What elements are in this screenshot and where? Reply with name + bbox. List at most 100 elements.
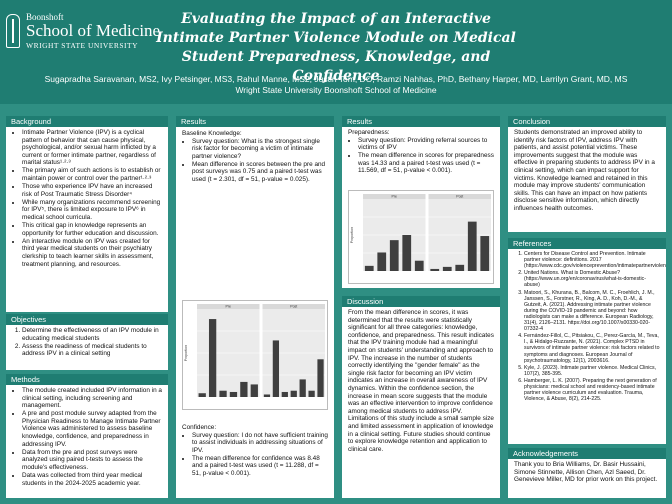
results-heading: Results bbox=[176, 116, 334, 127]
conclusion-text: Students demonstrated an improved abilit… bbox=[514, 129, 655, 212]
references-heading: References bbox=[508, 238, 666, 249]
list-item: Survey question: I do not have sufficien… bbox=[192, 432, 328, 455]
bar bbox=[364, 265, 374, 271]
facet-strip bbox=[262, 304, 325, 309]
bar bbox=[208, 319, 217, 397]
results-panel-1: Results Baseline Knowledge: Survey quest… bbox=[176, 116, 334, 498]
facet-strip bbox=[428, 194, 491, 199]
poster-title: Evaluating the Impact of an Interactive … bbox=[156, 11, 516, 84]
knowledge-title: Baseline Knowledge: bbox=[182, 130, 242, 137]
background-panel: Background Intimate Partner Violence (IP… bbox=[6, 116, 168, 312]
facet-strip bbox=[363, 194, 426, 199]
bar bbox=[219, 390, 227, 397]
list-item: Data from the pre and post surveys were … bbox=[22, 449, 162, 472]
bar bbox=[281, 391, 288, 397]
background-heading: Background bbox=[6, 116, 168, 127]
reference-item: United Nations. What is Domestic Abuse? … bbox=[524, 270, 660, 288]
bar bbox=[377, 252, 387, 271]
bar bbox=[389, 240, 399, 271]
list-item: The primary aim of such actions is to es… bbox=[22, 167, 162, 182]
affiliation: Wright State University Boonshoft School… bbox=[235, 85, 437, 95]
bar bbox=[308, 390, 315, 397]
preparedness-title: Preparedness: bbox=[348, 129, 390, 136]
list-item: Intimate Partner Violence (IPV) is a cyc… bbox=[22, 129, 162, 167]
reference-item: Centers for Disease Control and Preventi… bbox=[524, 251, 666, 269]
objectives-heading: Objectives bbox=[6, 314, 168, 325]
list-item: Survey question: What is the strongest s… bbox=[192, 138, 328, 161]
conclusion-heading: Conclusion bbox=[508, 116, 666, 127]
author-block: Sugapradha Saravanan, MS2, Ivy Petsinger… bbox=[0, 74, 672, 96]
list-item: Mean difference in scores between the pr… bbox=[192, 161, 328, 184]
list-item: Those who experience IPV have an increas… bbox=[22, 183, 162, 198]
facet-label: Pre bbox=[392, 195, 398, 199]
bar bbox=[250, 384, 258, 397]
discussion-text: From the mean difference in scores, it w… bbox=[348, 309, 494, 453]
bar bbox=[272, 340, 280, 397]
bar bbox=[467, 221, 477, 271]
bar bbox=[229, 391, 238, 397]
poster-header: Boonshoft School of Medicine WRIGHT STAT… bbox=[0, 0, 672, 104]
y-axis-label: Proportion bbox=[350, 227, 354, 243]
bar bbox=[402, 235, 412, 271]
y-axis-label: Proportion bbox=[184, 345, 188, 361]
bar bbox=[240, 381, 248, 397]
methods-panel: Methods The module created included IPV … bbox=[6, 374, 168, 498]
reference-item: Fernández-Fillol, C., Pitsiakou, C., Per… bbox=[524, 333, 660, 363]
reference-item: Matoori, S., Khurana, B., Balcom, M. C.,… bbox=[524, 290, 660, 333]
objectives-panel: Objectives Determine the effectiveness o… bbox=[6, 314, 168, 370]
bar bbox=[414, 260, 424, 271]
bar bbox=[198, 393, 206, 397]
knowledge-chart: Proportion Pre Post bbox=[182, 300, 328, 410]
bar bbox=[299, 379, 306, 397]
conclusion-panel: Conclusion Students demonstrated an impr… bbox=[508, 116, 666, 232]
list-item: The module created included IPV informat… bbox=[22, 387, 162, 410]
list-item: Determine the effectiveness of an IPV mo… bbox=[22, 327, 162, 342]
logo-top-text: Boonshoft bbox=[26, 12, 64, 22]
bar bbox=[317, 359, 324, 397]
acknowledgements-panel: Acknowledgements Thank you to Bria Willi… bbox=[508, 448, 666, 498]
preparedness-list: Survey question: Providing referral sour… bbox=[348, 137, 494, 175]
reference-item: Kyle, J. (2023). Intimate partner violen… bbox=[524, 365, 660, 377]
authors: Sugapradha Saravanan, MS2, Ivy Petsinger… bbox=[44, 74, 628, 84]
list-item: While many organizations recommend scree… bbox=[22, 199, 162, 222]
bar bbox=[480, 236, 490, 271]
list-item: This critical gap in knowledge represent… bbox=[22, 222, 162, 237]
facet-label: Post bbox=[290, 305, 297, 309]
methods-list: The module created included IPV informat… bbox=[12, 387, 162, 487]
list-item: Assess the readiness of medical students… bbox=[22, 343, 162, 358]
bar bbox=[442, 266, 452, 271]
knowledge-list: Survey question: What is the strongest s… bbox=[182, 138, 328, 184]
background-list: Intimate Partner Violence (IPV) is a cyc… bbox=[12, 129, 162, 268]
reference-item: Hamberger, L. K. (2007). Preparing the n… bbox=[524, 378, 660, 402]
confidence-list: Survey question: I do not have sufficien… bbox=[182, 432, 328, 478]
acknowledgements-heading: Acknowledgements bbox=[508, 448, 666, 459]
preparedness-chart: Proportion Pre Post bbox=[348, 190, 494, 284]
list-item: A pre and post module survey adapted fro… bbox=[22, 410, 162, 448]
school-logo: Boonshoft School of Medicine WRIGHT STAT… bbox=[6, 12, 160, 58]
confidence-title: Confidence: bbox=[182, 424, 217, 431]
facet-label: Pre bbox=[226, 305, 232, 309]
caduceus-icon bbox=[6, 14, 20, 48]
references-panel: References Centers for Disease Control a… bbox=[508, 238, 666, 444]
discussion-panel: Discussion From the mean difference in s… bbox=[342, 296, 500, 498]
bar bbox=[290, 390, 297, 397]
list-item: The mean difference in scores for prepar… bbox=[358, 152, 494, 175]
discussion-heading: Discussion bbox=[342, 296, 500, 307]
methods-heading: Methods bbox=[6, 374, 168, 385]
bar bbox=[263, 394, 271, 397]
list-item: An interactive module on IPV was created… bbox=[22, 238, 162, 268]
list-item: The mean difference for confidence was 8… bbox=[192, 455, 328, 478]
results-panel-2: Results Preparedness: Survey question: P… bbox=[342, 116, 500, 288]
logo-university-text: WRIGHT STATE UNIVERSITY bbox=[26, 41, 139, 50]
references-list: Centers for Disease Control and Preventi… bbox=[514, 251, 666, 402]
bar bbox=[430, 268, 440, 271]
facet-strip bbox=[197, 304, 260, 309]
logo-main-text: School of Medicine bbox=[26, 21, 161, 40]
list-item: Data was collected from third year medic… bbox=[22, 472, 162, 487]
results-heading: Results bbox=[342, 116, 500, 127]
facet-label: Post bbox=[456, 195, 463, 199]
bar bbox=[455, 264, 465, 271]
acknowledgements-text: Thank you to Bria Williams, Dr. Basir Hu… bbox=[514, 461, 658, 484]
objectives-list: Determine the effectiveness of an IPV mo… bbox=[12, 327, 162, 358]
list-item: Survey question: Providing referral sour… bbox=[358, 137, 494, 152]
